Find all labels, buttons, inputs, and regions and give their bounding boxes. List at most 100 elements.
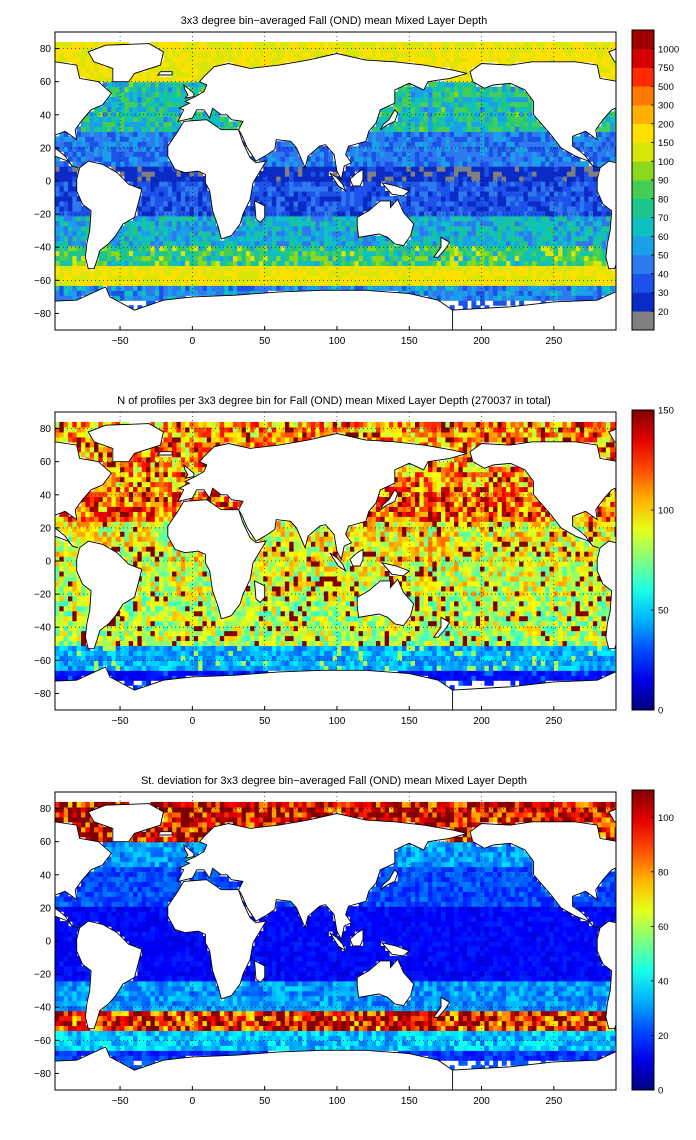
- data-cell: [423, 215, 429, 222]
- data-cell: [358, 185, 364, 192]
- data-cell: [345, 210, 351, 217]
- data-cell: [510, 240, 516, 247]
- data-cell: [336, 215, 342, 222]
- data-cell: [571, 205, 577, 212]
- data-cell: [258, 255, 264, 262]
- data-cell: [397, 195, 403, 202]
- data-cell: [571, 285, 577, 291]
- data-cell: [323, 190, 329, 197]
- data-cell: [454, 116, 459, 122]
- data-cell: [575, 156, 581, 162]
- data-cell: [484, 101, 490, 108]
- data-cell: [558, 56, 564, 63]
- data-cell: [540, 46, 546, 53]
- data-cell: [397, 136, 403, 142]
- data-cell: [258, 171, 264, 177]
- data-cell: [150, 225, 156, 232]
- data-cell: [415, 96, 420, 103]
- data-cell: [471, 131, 477, 137]
- data-cell: [215, 245, 221, 252]
- data-cell: [367, 181, 373, 187]
- data-cell: [454, 275, 459, 281]
- data-cell: [332, 270, 338, 276]
- data-cell: [289, 156, 295, 162]
- data-cell: [284, 280, 290, 286]
- data-cell: [532, 161, 538, 167]
- data-cell: [55, 250, 60, 257]
- data-cell: [232, 51, 238, 58]
- data-cell: [419, 260, 425, 267]
- data-cell: [128, 131, 134, 137]
- data-cell: [449, 161, 455, 167]
- data-cell: [137, 156, 143, 162]
- data-cell: [527, 245, 533, 252]
- data-cell: [523, 41, 529, 48]
- data-cell: [480, 275, 486, 281]
- data-cell: [362, 205, 368, 212]
- data-cell: [501, 166, 507, 172]
- data-cell: [415, 280, 420, 286]
- data-cell: [454, 91, 459, 98]
- data-cell: [362, 275, 368, 281]
- data-cell: [588, 265, 594, 271]
- data-cell: [284, 210, 290, 217]
- data-cell: [605, 66, 611, 73]
- data-cell: [488, 41, 494, 48]
- data-cell: [172, 190, 178, 197]
- data-cell: [341, 250, 347, 257]
- data-cell: [150, 230, 156, 237]
- data-cell: [245, 245, 251, 252]
- data-cell: [523, 275, 529, 281]
- colorbar-segment: [632, 198, 654, 218]
- data-cell: [55, 245, 60, 252]
- data-cell: [154, 161, 160, 167]
- data-cell: [128, 255, 134, 262]
- data-cell: [380, 275, 386, 281]
- data-cell: [514, 56, 520, 63]
- data-cell: [198, 220, 204, 227]
- data-cell: [284, 190, 290, 197]
- data-cell: [428, 106, 433, 113]
- data-cell: [462, 146, 468, 152]
- data-cell: [428, 290, 433, 296]
- data-cell: [332, 260, 338, 267]
- data-cell: [297, 210, 303, 217]
- data-cell: [514, 91, 520, 98]
- data-cell: [558, 240, 564, 247]
- data-cell: [375, 176, 381, 182]
- data-cell: [436, 265, 442, 271]
- data-cell: [484, 295, 490, 301]
- data-cell: [527, 210, 533, 217]
- data-cell: [133, 101, 139, 108]
- data-cell: [462, 240, 468, 247]
- data-cell: [488, 156, 494, 162]
- data-cell: [375, 285, 381, 291]
- data-cell: [475, 285, 481, 291]
- data-cell: [523, 270, 529, 276]
- data-cell: [540, 220, 546, 227]
- data-cell: [493, 290, 499, 296]
- data-cell: [107, 116, 112, 122]
- data-cell: [536, 161, 542, 167]
- data-cell: [280, 51, 286, 58]
- data-cell: [432, 141, 438, 147]
- data-cell: [449, 270, 455, 276]
- data-cell: [471, 205, 477, 212]
- data-cell: [579, 141, 585, 147]
- data-cell: [271, 41, 277, 48]
- data-cell: [428, 116, 433, 122]
- data-cell: [519, 270, 525, 276]
- data-cell: [94, 151, 99, 157]
- data-cell: [454, 51, 459, 58]
- data-cell: [323, 185, 329, 192]
- data-cell: [371, 136, 377, 142]
- data-cell: [380, 195, 386, 202]
- data-cell: [115, 86, 121, 93]
- data-cell: [592, 190, 598, 197]
- data-cell: [393, 275, 399, 281]
- data-cell: [159, 200, 165, 207]
- data-cell: [540, 200, 546, 207]
- data-cell: [523, 190, 529, 197]
- data-cell: [436, 156, 442, 162]
- data-cell: [167, 195, 173, 202]
